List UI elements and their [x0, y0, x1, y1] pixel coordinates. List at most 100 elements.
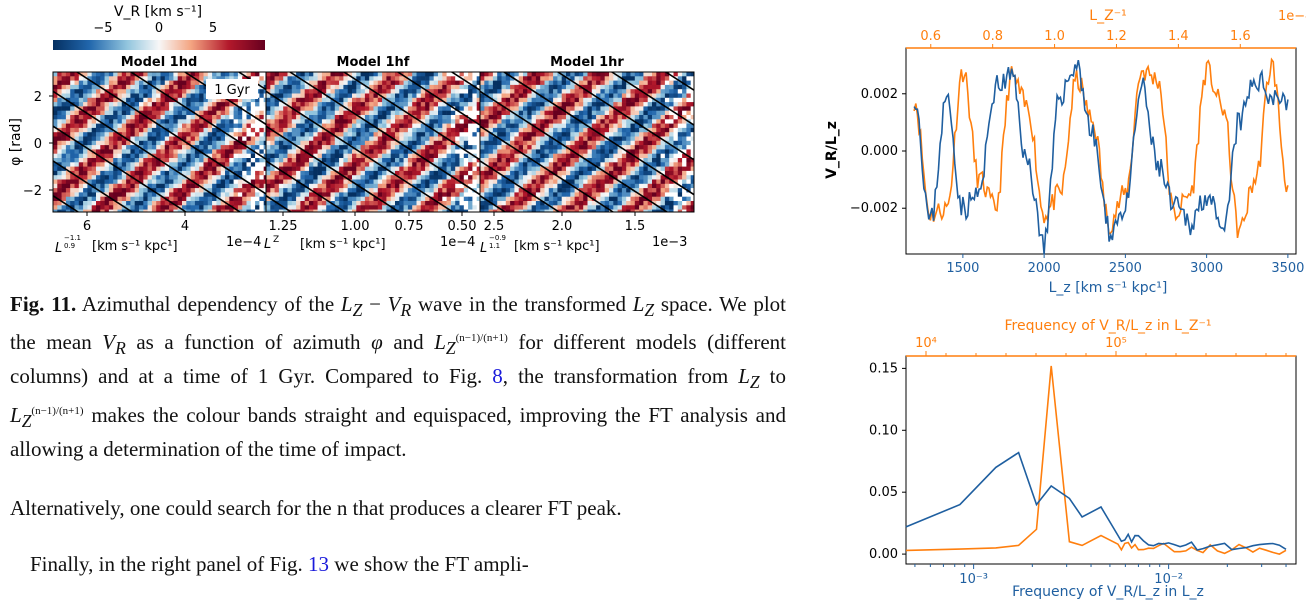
heatmap-cell [229, 140, 234, 146]
heatmap-cell [369, 97, 374, 103]
heatmap-cell [407, 175, 413, 180]
heatmap-cell [535, 119, 541, 124]
heatmap-cell [203, 175, 209, 180]
heatmap-cell [250, 166, 256, 172]
heatmap-cell [604, 188, 610, 193]
heatmap-cell [291, 201, 297, 206]
heatmap-cell [182, 123, 187, 129]
heatmap-cell [621, 123, 627, 129]
heatmap-cell [484, 140, 489, 146]
heatmap-cell [600, 149, 605, 154]
heatmap-cell [527, 119, 532, 124]
heatmap-cell [626, 166, 631, 172]
heatmap-cell [237, 149, 243, 154]
heatmap-cell [591, 179, 597, 185]
heatmap-cell [518, 119, 524, 124]
heatmap-cell [126, 145, 131, 150]
heatmap-cell [570, 115, 575, 120]
heatmap-cell [220, 179, 226, 185]
heatmap-cell [591, 175, 597, 180]
heatmap-cell [677, 209, 683, 212]
heatmap-cell [480, 132, 485, 137]
heatmap-cell [557, 72, 562, 77]
heatmap-cell [647, 80, 653, 86]
heatmap-cell [570, 158, 575, 163]
heatmap-cell [74, 183, 80, 189]
heatmap-cell [557, 110, 562, 116]
heatmap-cell [326, 140, 331, 146]
heatmap-cell [459, 127, 465, 133]
heatmap-cell [643, 102, 648, 107]
heatmap-cell [83, 84, 88, 90]
heatmap-cell [600, 145, 605, 150]
heatmap-cell [74, 123, 80, 129]
heatmap-cell [664, 188, 670, 193]
heatmap-cell [425, 119, 430, 124]
heatmap-cell [634, 188, 640, 193]
heatmap-cell [574, 140, 580, 146]
heatmap-cell [450, 166, 456, 172]
heatmap-cell [476, 136, 480, 142]
heatmap-cell [553, 175, 558, 180]
heatmap-cell [212, 132, 217, 137]
heatmap-cell [259, 201, 264, 206]
heatmap-cell [169, 97, 174, 103]
heatmap-cell [343, 196, 348, 202]
heatmap-cell [544, 140, 550, 146]
heatmap-cell [266, 188, 271, 193]
heatmap-cell [194, 97, 200, 103]
heatmap-cell [660, 123, 666, 129]
heatmap-cell [182, 166, 187, 172]
heatmap-cell [574, 205, 580, 210]
heatmap-cell [274, 110, 280, 116]
heatmap-cell [429, 110, 434, 116]
heatmap-cell [151, 123, 157, 129]
heatmap-cell [492, 110, 498, 116]
wave-line [503, 72, 694, 196]
heatmap-cell [250, 153, 256, 159]
heatmap-cell [669, 205, 674, 210]
heatmap-cell [194, 149, 200, 154]
heatmap-cell [540, 149, 545, 154]
heatmap-cell [242, 205, 247, 210]
heatmap-cell [686, 170, 691, 176]
heatmap-cell [472, 201, 477, 206]
heatmap-cell [356, 196, 361, 202]
heatmap-cell [544, 183, 550, 189]
heatmap-cell [216, 72, 221, 77]
heatmap-cell [126, 97, 131, 103]
heatmap-cell [356, 93, 361, 99]
heatmap-cell [61, 140, 67, 146]
heatmap-cell [425, 170, 430, 176]
heatmap-cell [57, 89, 62, 94]
heatmap-cell [343, 110, 348, 116]
heatmap-cell [600, 209, 605, 212]
heatmap-cell [326, 205, 331, 210]
heatmap-cell [160, 162, 166, 167]
heatmap-cell [83, 205, 88, 210]
heatmap-cell [186, 123, 191, 129]
heatmap-cell [242, 179, 247, 185]
heatmap-cell [634, 115, 640, 120]
heatmap-cell [151, 145, 157, 150]
heatmap-cell [386, 166, 391, 172]
heatmap-cell [682, 106, 687, 111]
heatmap-cell [664, 170, 670, 176]
heatmap-cell [609, 72, 614, 77]
heatmap-cell [455, 188, 460, 193]
heatmap-cell [216, 149, 221, 154]
heatmap-cell [639, 205, 644, 210]
heatmap-cell [364, 162, 370, 167]
heatmap-cell [339, 170, 344, 176]
heatmap-cell [296, 106, 301, 111]
heatmap-cell [561, 76, 567, 81]
heatmap-cell [364, 175, 370, 180]
heatmap-cell [412, 183, 417, 189]
heatmap-cell [313, 97, 318, 103]
heatmap-cell [492, 166, 498, 172]
heatmap-cell [57, 179, 62, 185]
heatmap-cell [505, 201, 511, 206]
heatmap-cell [677, 119, 683, 124]
wave-line [130, 72, 266, 161]
heatmap-cell [377, 183, 383, 189]
